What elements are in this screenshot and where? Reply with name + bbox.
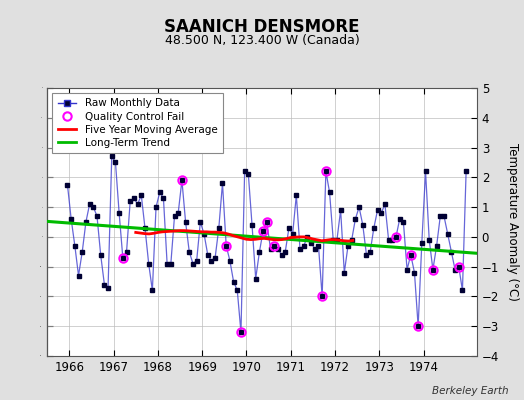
Text: Berkeley Earth: Berkeley Earth	[432, 386, 508, 396]
Text: SAANICH DENSMORE: SAANICH DENSMORE	[164, 18, 360, 36]
Legend: Raw Monthly Data, Quality Control Fail, Five Year Moving Average, Long-Term Tren: Raw Monthly Data, Quality Control Fail, …	[52, 93, 223, 153]
Text: 48.500 N, 123.400 W (Canada): 48.500 N, 123.400 W (Canada)	[165, 34, 359, 47]
Y-axis label: Temperature Anomaly (°C): Temperature Anomaly (°C)	[506, 143, 519, 301]
